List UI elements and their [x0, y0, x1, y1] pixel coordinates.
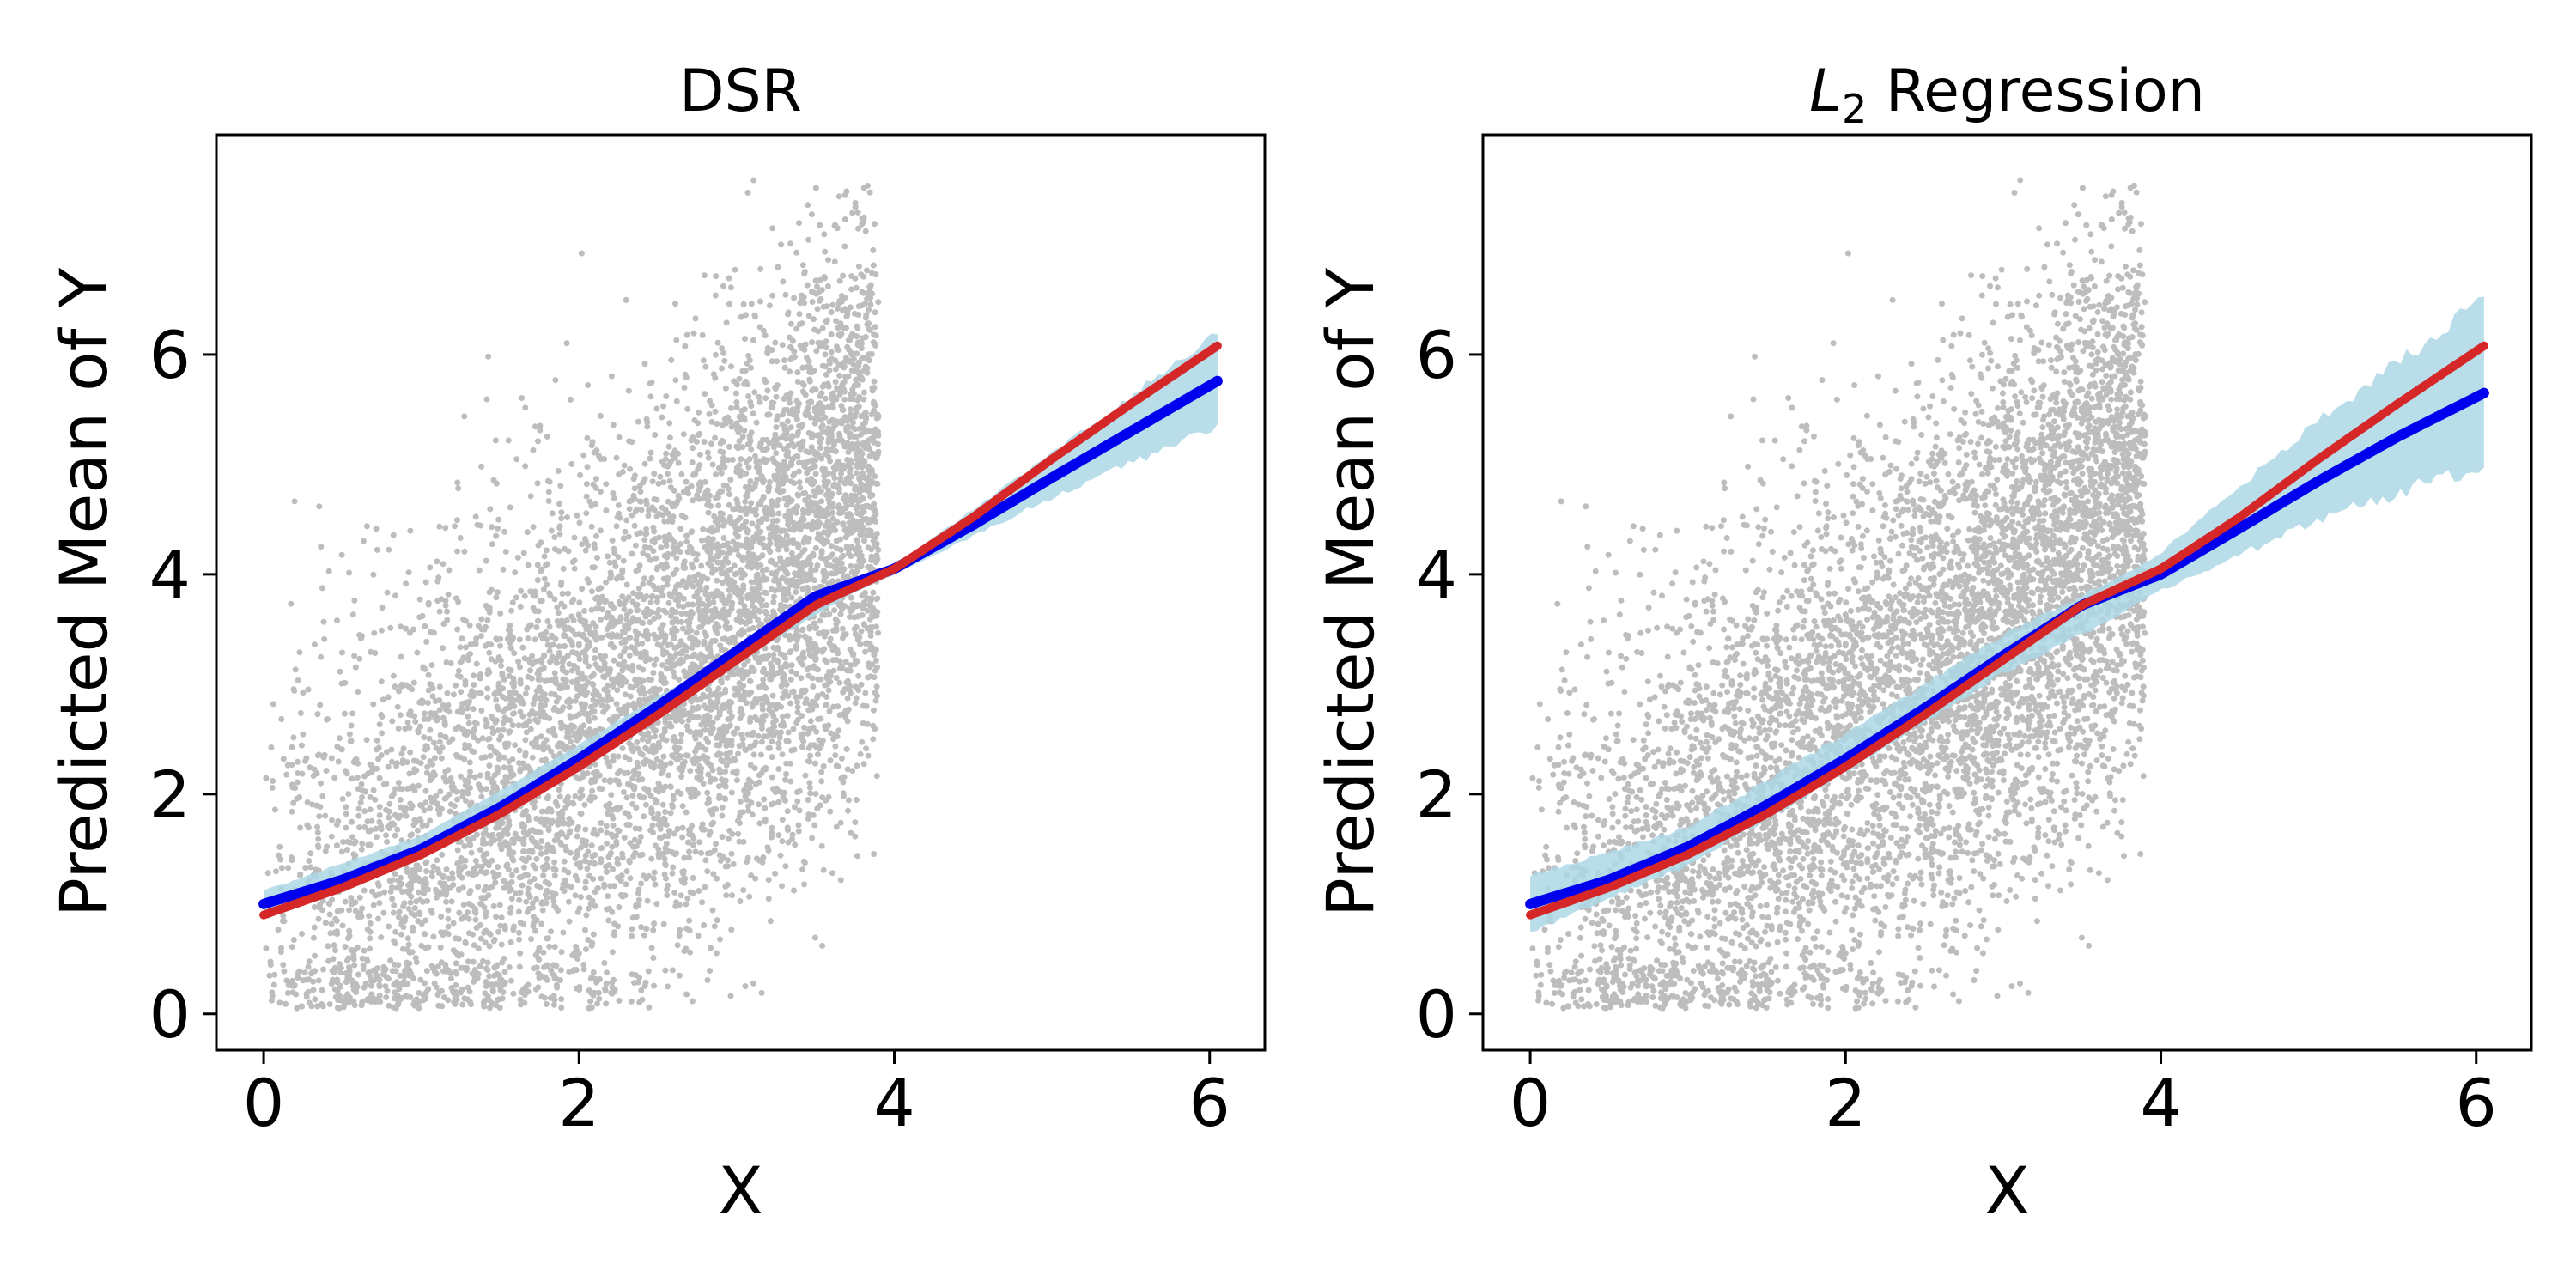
series-line-red [1526, 341, 2488, 920]
panel-l2-regression: 0 2 4 6 0 2 4 6 X Predicted Mean of Y L2 Regressio… [1312, 58, 2533, 1229]
axes-frame [1481, 133, 2533, 1052]
x-tick-label: 2 [558, 1065, 599, 1141]
x-tick-label: 0 [1510, 1065, 1551, 1141]
x-tick-label: 2 [1825, 1065, 1866, 1141]
panel-dsr: 0 2 4 6 0 2 4 6 X Predicted Mean of Y DSR [46, 58, 1267, 1229]
x-axis-label: X [718, 1152, 762, 1229]
x-axis-label: X [1984, 1152, 2029, 1229]
y-tick-label: 6 [149, 317, 191, 393]
x-tick-label: 0 [243, 1065, 284, 1141]
y-axis-label: Predicted Mean of Y [46, 267, 122, 917]
x-tick-label: 4 [873, 1065, 914, 1141]
y-tick-label: 2 [1416, 756, 1457, 833]
series-line-blue [258, 375, 1223, 909]
chart-title: L2 Regression [1809, 58, 2205, 132]
uncertainty-band [264, 333, 1218, 918]
x-tick-label: 6 [2456, 1065, 2497, 1141]
y-tick-label: 0 [1416, 976, 1457, 1053]
axes-frame [215, 133, 1267, 1052]
plot-area [258, 177, 1223, 1012]
plot-area [1525, 177, 2489, 1012]
y-tick-label: 4 [149, 537, 191, 613]
x-tick-label: 4 [2140, 1065, 2181, 1141]
y-tick-label: 4 [1416, 537, 1457, 613]
x-tick-label: 6 [1189, 1065, 1230, 1141]
y-axis-label: Predicted Mean of Y [1312, 267, 1388, 917]
chart-title: DSR [679, 58, 802, 125]
y-tick-label: 0 [149, 976, 191, 1053]
series-line-red [259, 341, 1222, 920]
y-tick-label: 2 [149, 756, 191, 833]
y-tick-label: 6 [1416, 317, 1457, 393]
